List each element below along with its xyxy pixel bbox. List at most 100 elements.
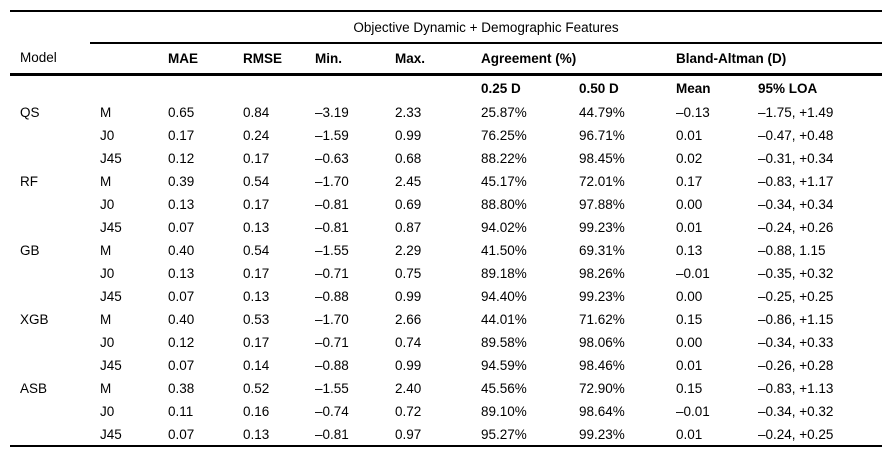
cell-agree-025: 94.02% bbox=[481, 220, 527, 235]
cell-model bbox=[10, 193, 90, 216]
table-row: ASB M 0.38 0.52 –1.55 2.40 45.56% 72.90% 0.15 –0.… bbox=[10, 377, 882, 400]
cell-component: M bbox=[100, 381, 112, 396]
column-header-row: Model MAE RMSE Min. Max. Agreement (%) B… bbox=[10, 43, 883, 76]
cell-rmse: 0.54 bbox=[243, 243, 270, 258]
table-row: XGB M 0.40 0.53 –1.70 2.66 44.01% 71.62% 0.15 –0.… bbox=[10, 308, 882, 331]
cell-max: 0.74 bbox=[395, 335, 422, 350]
cell-agree-050: 69.31% bbox=[579, 243, 625, 258]
cell-ba-mean: 0.01 bbox=[676, 358, 703, 373]
cell-rmse: 0.14 bbox=[243, 358, 270, 373]
cell-agree-025: 88.80% bbox=[481, 197, 527, 212]
cell-component: J45 bbox=[100, 426, 122, 442]
cell-agree-025: 94.59% bbox=[481, 358, 527, 373]
cell-model bbox=[10, 216, 90, 239]
cell-rmse: 0.24 bbox=[243, 128, 270, 143]
subhead-ba-mean: Mean bbox=[676, 80, 711, 96]
cell-agree-025: 88.22% bbox=[481, 151, 527, 166]
cell-agree-025: 76.25% bbox=[481, 128, 527, 143]
cell-ba-mean: –0.01 bbox=[676, 404, 710, 419]
cell-ba-mean: 0.00 bbox=[676, 197, 703, 212]
cell-component: J45 bbox=[100, 220, 122, 235]
cell-max: 0.87 bbox=[395, 220, 422, 235]
cell-ba-loa: –0.34, +0.34 bbox=[758, 197, 834, 212]
cell-ba-mean: 0.00 bbox=[676, 289, 703, 304]
table-row: RF M 0.39 0.54 –1.70 2.45 45.17% 72.01% 0.17 –0.8… bbox=[10, 170, 882, 193]
cell-mae: 0.07 bbox=[168, 426, 195, 442]
cell-ba-mean: 0.02 bbox=[676, 151, 703, 166]
cell-ba-mean: 0.01 bbox=[676, 128, 703, 143]
subhead-agree-025: 0.25 D bbox=[481, 80, 521, 96]
cell-rmse: 0.17 bbox=[243, 197, 270, 212]
cell-mae: 0.07 bbox=[168, 358, 195, 373]
cell-ba-loa: –0.24, +0.25 bbox=[758, 426, 834, 442]
cell-component: J45 bbox=[100, 358, 122, 373]
cell-agree-025: 45.17% bbox=[481, 174, 527, 189]
cell-model bbox=[10, 285, 90, 308]
cell-min: –0.81 bbox=[315, 426, 349, 442]
cell-agree-050: 98.06% bbox=[579, 335, 625, 350]
table-row: J0 0.17 0.24 –1.59 0.99 76.25% 96.71% 0.01 –0.47… bbox=[10, 124, 882, 147]
subhead-spacer bbox=[158, 74, 233, 101]
col-header-bland-altman-group: Bland-Altman (D) bbox=[666, 43, 883, 76]
cell-mae: 0.12 bbox=[168, 335, 195, 350]
cell-mae: 0.17 bbox=[168, 128, 195, 143]
cell-mae: 0.13 bbox=[168, 266, 195, 281]
subhead-ba-loa: 95% LOA bbox=[758, 80, 818, 96]
cell-agree-025: 89.10% bbox=[481, 404, 527, 419]
cell-ba-loa: –0.88, 1.15 bbox=[758, 243, 826, 258]
cell-agree-025: 95.27% bbox=[481, 426, 527, 442]
cell-agree-025: 89.58% bbox=[481, 335, 527, 350]
cell-rmse: 0.13 bbox=[243, 426, 270, 442]
table-row: J45 0.07 0.13 –0.81 0.97 95.27% 99.23% 0.01 –0.2… bbox=[10, 423, 882, 446]
cell-mae: 0.07 bbox=[168, 289, 195, 304]
cell-mae: 0.65 bbox=[168, 105, 195, 120]
cell-component: J0 bbox=[100, 266, 115, 281]
cell-agree-050: 99.23% bbox=[579, 289, 625, 304]
cell-model: QS bbox=[20, 105, 40, 120]
cell-max: 2.40 bbox=[395, 381, 422, 396]
cell-max: 0.99 bbox=[395, 128, 422, 143]
subhead-spacer bbox=[233, 74, 305, 101]
cell-ba-mean: 0.17 bbox=[676, 174, 703, 189]
cell-component: J45 bbox=[100, 151, 122, 166]
cell-ba-mean: –0.13 bbox=[676, 105, 710, 120]
cell-max: 2.45 bbox=[395, 174, 422, 189]
table-row: QS M 0.65 0.84 –3.19 2.33 25.87% 44.79% –0.13 –1.… bbox=[10, 101, 882, 124]
cell-component: J0 bbox=[100, 404, 115, 419]
cell-model bbox=[10, 354, 90, 377]
cell-agree-025: 41.50% bbox=[481, 243, 527, 258]
cell-min: –1.70 bbox=[315, 312, 349, 327]
cell-ba-loa: –0.25, +0.25 bbox=[758, 289, 834, 304]
table-row: J45 0.12 0.17 –0.63 0.68 88.22% 98.45% 0.02 –0.3… bbox=[10, 147, 882, 170]
cell-rmse: 0.13 bbox=[243, 220, 270, 235]
cell-min: –0.88 bbox=[315, 289, 349, 304]
cell-ba-loa: –0.34, +0.32 bbox=[758, 404, 834, 419]
cell-model bbox=[10, 124, 90, 147]
cell-mae: 0.40 bbox=[168, 312, 195, 327]
cell-component: J0 bbox=[100, 335, 115, 350]
table-row: J0 0.13 0.17 –0.81 0.69 88.80% 97.88% 0.00 –0.34… bbox=[10, 193, 882, 216]
cell-rmse: 0.13 bbox=[243, 289, 270, 304]
table-row: J45 0.07 0.13 –0.88 0.99 94.40% 99.23% 0.00 –0.2… bbox=[10, 285, 882, 308]
cell-agree-050: 98.46% bbox=[579, 358, 625, 373]
cell-ba-mean: 0.00 bbox=[676, 335, 703, 350]
cell-max: 2.66 bbox=[395, 312, 422, 327]
cell-ba-loa: –0.86, +1.15 bbox=[758, 312, 834, 327]
cell-ba-loa: –0.35, +0.32 bbox=[758, 266, 834, 281]
cell-agree-050: 99.23% bbox=[579, 426, 625, 442]
sub-header-row: 0.25 D 0.50 D Mean 95% LOA bbox=[10, 74, 882, 101]
col-header-max: Max. bbox=[385, 43, 471, 76]
subhead-spacer bbox=[385, 74, 471, 101]
subhead-agree-050: 0.50 D bbox=[579, 80, 619, 96]
cell-agree-050: 72.90% bbox=[579, 381, 625, 396]
cell-ba-loa: –0.34, +0.33 bbox=[758, 335, 834, 350]
cell-max: 0.99 bbox=[395, 358, 422, 373]
cell-agree-050: 71.62% bbox=[579, 312, 625, 327]
cell-agree-025: 25.87% bbox=[481, 105, 527, 120]
cell-mae: 0.13 bbox=[168, 197, 195, 212]
cell-min: –0.71 bbox=[315, 335, 349, 350]
cell-min: –0.81 bbox=[315, 220, 349, 235]
cell-ba-loa: –0.24, +0.26 bbox=[758, 220, 834, 235]
cell-model: ASB bbox=[20, 381, 48, 396]
